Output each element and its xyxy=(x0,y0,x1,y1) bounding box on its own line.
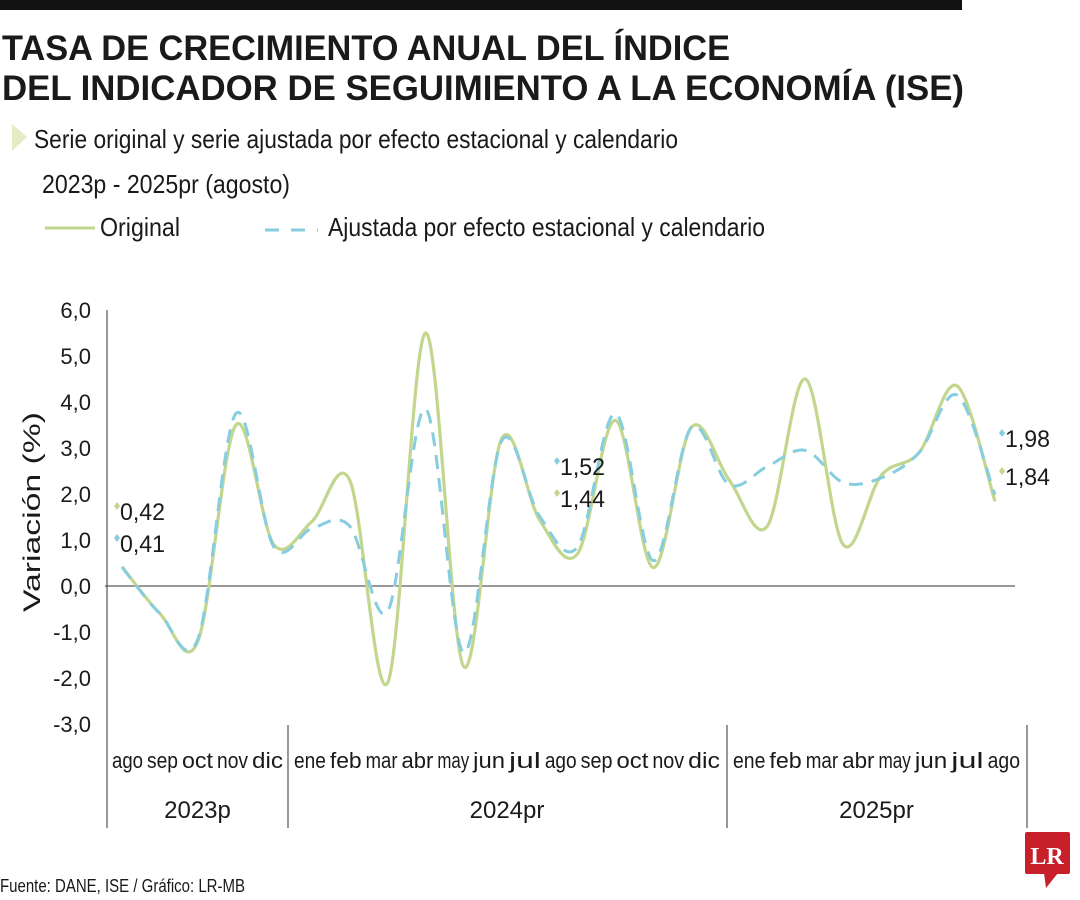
x-tick-label: dic xyxy=(252,748,283,773)
legend-original-label: Original xyxy=(100,212,180,242)
y-tick-label: 3,0 xyxy=(60,436,91,461)
x-tick-label: nov xyxy=(217,748,248,773)
top-bar xyxy=(0,0,962,10)
x-tick-label: ene xyxy=(294,748,326,773)
x-tick-label: sep xyxy=(147,748,178,773)
annotation-marker-icon xyxy=(114,534,120,542)
x-group-label: 2024pr xyxy=(470,797,545,824)
y-axis-label: Variación (%) xyxy=(19,412,46,612)
title-line2: DEL INDICADOR DE SEGUIMIENTO A LA ECONOM… xyxy=(2,68,964,108)
y-tick-label: 1,0 xyxy=(60,528,91,553)
title-line1: TASA DE CRECIMIENTO ANUAL DEL ÍNDICE xyxy=(2,28,730,68)
series-original-line xyxy=(120,331,997,687)
annotation-label: 0,41 xyxy=(120,531,165,558)
legend-ajustada-label: Ajustada por efecto estacional y calenda… xyxy=(328,212,765,242)
triangle-bullet-icon xyxy=(12,124,27,151)
subtitle: Serie original y serie ajustada por efec… xyxy=(34,124,678,154)
x-tick-label: nov xyxy=(652,748,684,773)
y-tick-label: -1,0 xyxy=(53,620,91,645)
x-tick-label: ene xyxy=(733,748,765,773)
x-tick-label: jun xyxy=(914,748,947,773)
y-tick-label: -2,0 xyxy=(53,666,91,691)
y-tick-label: 0,0 xyxy=(60,574,91,599)
x-tick-label: mar xyxy=(366,748,398,773)
annotation-label: 0,42 xyxy=(120,499,165,526)
x-tick-label: ago xyxy=(988,748,1020,773)
annotation-marker-icon xyxy=(114,502,120,510)
x-tick-label: jun xyxy=(472,748,505,773)
annotation-marker-icon xyxy=(554,489,560,497)
annotation-marker-icon xyxy=(999,467,1005,475)
x-tick-label: feb xyxy=(769,748,801,773)
x-tick-label: jul xyxy=(508,748,541,773)
y-tick-label: 5,0 xyxy=(60,344,91,369)
x-tick-label: may xyxy=(879,748,911,773)
x-tick-label: feb xyxy=(330,748,362,773)
annotation-marker-icon xyxy=(554,457,560,465)
annotation-label: 1,52 xyxy=(560,454,605,481)
series-ajustada-line xyxy=(120,393,997,655)
period: 2023p - 2025pr (agosto) xyxy=(42,169,290,199)
y-tick-label: 2,0 xyxy=(60,482,91,507)
x-tick-label: oct xyxy=(617,748,649,773)
y-tick-label: 4,0 xyxy=(60,390,91,415)
annotation-label: 1,84 xyxy=(1005,464,1050,491)
x-tick-label: dic xyxy=(688,748,720,773)
x-tick-label: abr xyxy=(842,748,874,773)
x-tick-label: abr xyxy=(402,748,434,773)
annotation-marker-icon xyxy=(999,429,1005,437)
y-tick-label: 6,0 xyxy=(60,298,91,323)
x-group-label: 2025pr xyxy=(839,797,914,824)
y-tick-label: -3,0 xyxy=(53,712,91,737)
x-tick-label: mar xyxy=(806,748,838,773)
x-tick-label: may xyxy=(437,748,469,773)
logo-text: LR xyxy=(1030,844,1064,870)
lr-logo: LR xyxy=(1025,832,1070,888)
x-tick-label: jul xyxy=(950,748,984,773)
x-tick-label: sep xyxy=(581,748,613,773)
x-group-label: 2023p xyxy=(164,797,231,824)
annotation-label: 1,98 xyxy=(1005,426,1050,453)
x-tick-label: ago xyxy=(112,748,143,773)
source: Fuente: DANE, ISE / Gráfico: LR-MB xyxy=(0,876,245,896)
annotation-label: 1,44 xyxy=(560,486,605,513)
x-tick-label: ago xyxy=(545,748,577,773)
x-tick-label: oct xyxy=(182,748,213,773)
